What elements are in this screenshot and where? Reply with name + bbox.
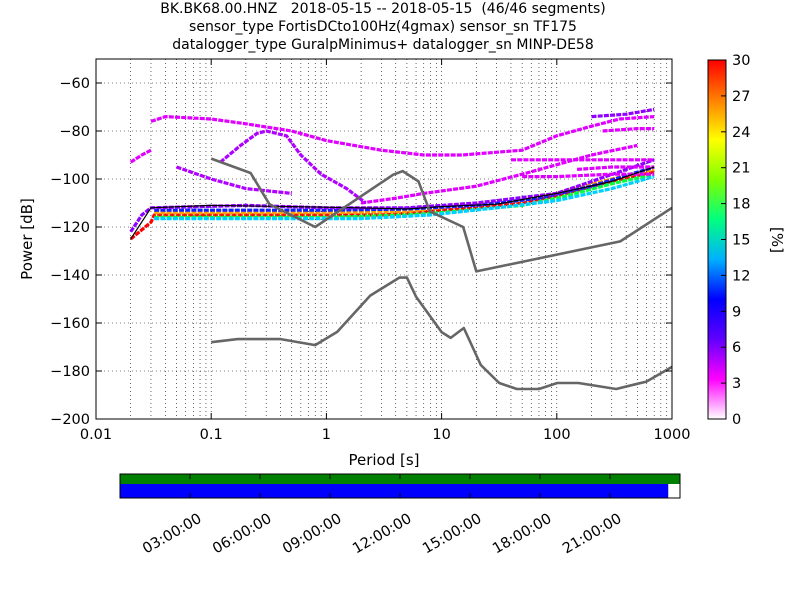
y-tick-label: −160 [50,316,90,332]
timeline-chart: 03:00:00 06:00:00 09:00:00 12:00:00 15:00:00… [119,473,681,557]
y-tick-label: −200 [50,412,90,428]
density-trace [576,165,655,171]
density-trace [591,107,655,119]
colorbar-tick-label: 27 [732,89,750,105]
timeline-tick-label: 12:00:00 [350,511,414,557]
density-trace [522,172,655,179]
density-traces [129,107,655,241]
noise-model-curve [210,157,672,273]
density-trace [175,165,292,195]
chart-title-line-3: datalogger_type GuralpMinimus+ datalogge… [172,37,594,53]
density-trace [129,148,152,164]
colorbar-tick-label: 21 [732,161,750,177]
density-trace [154,172,655,219]
colorbar-tick-label: 30 [732,53,750,69]
timeline-tick-label: 06:00:00 [210,511,274,557]
density-trace [602,127,655,133]
colorbar-tick-label: 18 [732,197,750,213]
y-tick-label: −100 [50,172,90,188]
y-tick-label: −140 [50,268,90,284]
x-tick-label: 100 [543,427,571,443]
chart-title-line-2: sensor_type FortisDCto100Hz(4gmax) senso… [189,19,577,35]
colorbar-tick-label: 15 [732,233,750,249]
timeline-tick-label: 18:00:00 [490,511,554,557]
density-trace [219,129,367,205]
y-tick-label: −60 [59,76,90,92]
plot-grid [95,59,672,420]
x-tick-label: 1000 [654,427,691,443]
colorbar-tick-label: 3 [732,376,741,392]
density-trace [154,175,655,221]
density-trace [360,143,638,205]
x-tick-label: 10 [432,427,450,443]
density-trace [150,114,655,157]
plot-frame [95,58,673,420]
mean-line [130,166,655,240]
colorbar-tick-label: 24 [732,125,750,141]
y-axis-label: Power [dB] [18,198,36,280]
timeline-track-bottom [120,484,669,498]
axes: 0.01 0.1 1 10 100 1000 −200 −180 −160 −140 −120 −10… [50,59,690,443]
y-tick-label: −180 [50,364,90,380]
timeline-tick-label: 09:00:00 [280,511,344,557]
y-tick-label: −80 [59,124,90,140]
x-tick-label: 0.01 [80,427,112,443]
x-tick-label: 0.1 [200,427,223,443]
timeline-tick-label: 21:00:00 [560,511,624,557]
colorbar-tick-label: 9 [732,304,741,320]
y-tick-label: −120 [50,220,90,236]
colorbar-tick-label: 12 [732,268,750,284]
timeline-tick-label: 03:00:00 [140,511,204,557]
x-axis-label: Period [s] [348,451,419,469]
colorbar: 0 3 6 9 12 15 18 21 24 27 30 [707,53,750,428]
colorbar-tick-label: 0 [732,412,741,428]
x-tick-label: 1 [322,427,331,443]
noise-model-curve [211,276,672,391]
chart-title-line-1: BK.BK68.00.HNZ 2018-05-15 -- 2018-05-15 … [160,1,606,17]
noise-models [210,157,672,391]
colorbar-tick-label: 6 [732,340,741,356]
timeline-tick-label: 15:00:00 [420,511,484,557]
density-trace [154,165,655,212]
colorbar-label: [%] [768,227,786,253]
